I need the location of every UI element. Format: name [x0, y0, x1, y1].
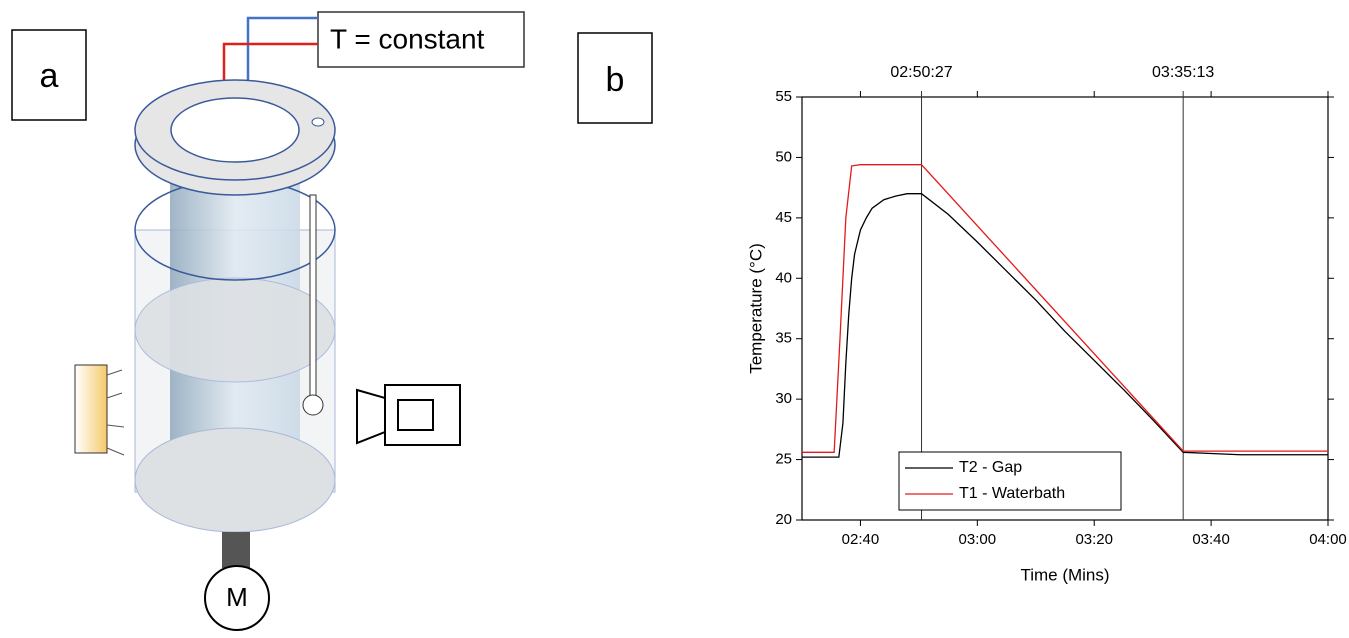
disc: [134, 277, 336, 383]
y-tick-label: 45: [775, 209, 792, 226]
lid-hole: [170, 97, 300, 163]
probe-tip: [302, 394, 324, 416]
label-box: [11, 29, 87, 121]
x-tick-label: 03:20: [1075, 531, 1113, 548]
annotation: T = constant: [330, 23, 485, 54]
disc: [134, 427, 336, 533]
port: [311, 117, 325, 127]
x-tick-label: 04:00: [1309, 531, 1347, 548]
annotation-box: [317, 11, 525, 68]
camera: [356, 384, 461, 446]
legend-label: T1 - Waterbath: [959, 485, 1065, 502]
x-tick-label: 02:40: [842, 531, 880, 548]
x2-tick-label: 02:50:27: [890, 64, 952, 81]
x-tick-label: 03:40: [1192, 531, 1230, 548]
motor: [204, 565, 270, 631]
y-tick-label: 25: [775, 451, 792, 468]
light: [74, 364, 108, 454]
y-tick-label: 55: [775, 88, 792, 105]
y-tick-label: 30: [775, 390, 792, 407]
motor-label: M: [226, 582, 248, 612]
rays: [106, 369, 125, 456]
y-tick-label: 40: [775, 269, 792, 286]
legend-label: T2 - Gap: [959, 459, 1022, 476]
legend-box: [898, 451, 1122, 511]
shaft: [222, 532, 250, 568]
line: [802, 193, 1328, 458]
y-tick-label: 50: [775, 148, 792, 165]
y-tick-label: 35: [775, 330, 792, 347]
panel-label: b: [606, 61, 625, 99]
panel-label: a: [40, 57, 59, 95]
x2-tick-label: 03:35:13: [1152, 64, 1214, 81]
x-axis-label: Time (Mins): [1020, 565, 1109, 584]
x-tick-label: 03:00: [959, 531, 997, 548]
line: [802, 164, 1328, 453]
plot-frame: [801, 96, 1329, 521]
y-axis-label: Temperature (°C): [746, 243, 765, 374]
probe: [309, 194, 317, 401]
diagram: a T = constant M b: [11, 11, 653, 631]
y-tick-label: 20: [775, 511, 792, 528]
label-box: [577, 32, 653, 124]
